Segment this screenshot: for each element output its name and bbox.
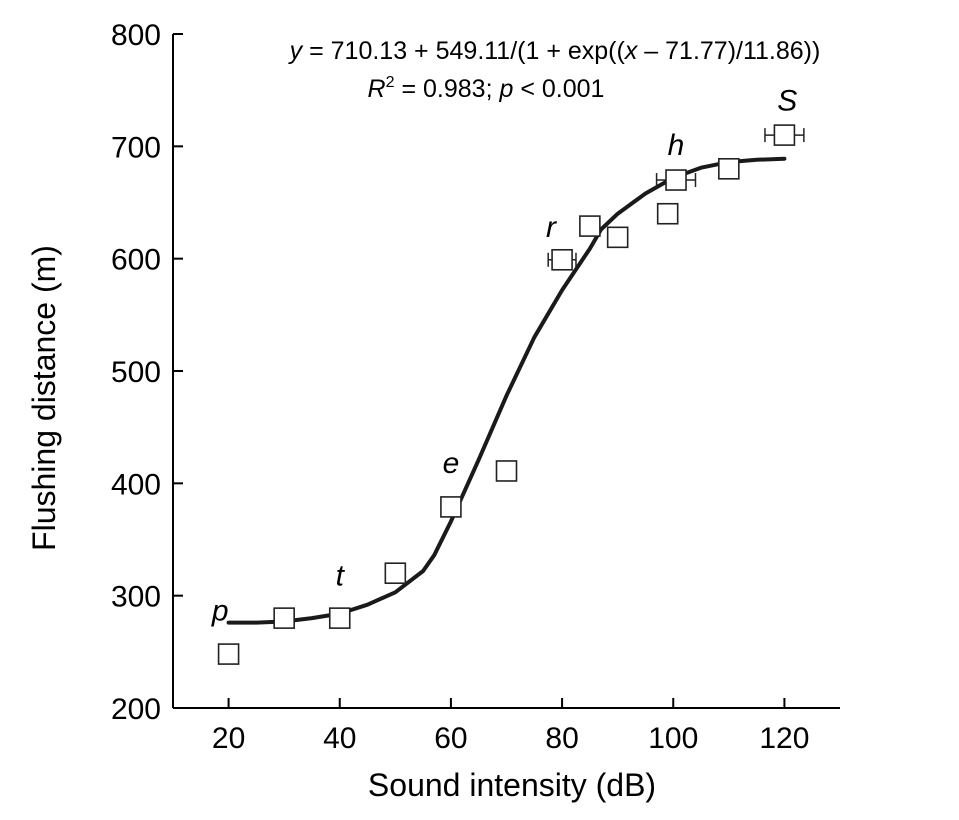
equation-x: x [624, 37, 639, 65]
equation-r: R [368, 75, 386, 103]
y-tick-label: 400 [111, 468, 161, 501]
x-tick-label: 40 [323, 722, 356, 755]
x-tick-label: 60 [434, 722, 467, 755]
axes [172, 34, 840, 709]
x-tick-label: 80 [545, 722, 578, 755]
points-layer [217, 124, 805, 665]
equation-y: y [288, 37, 304, 65]
x-axis-title: Sound intensity (dB) [368, 767, 656, 803]
x-tick-label: 20 [212, 722, 245, 755]
equation-line-2: R2 = 0.983; p < 0.001 [368, 74, 605, 103]
data-point [579, 215, 601, 237]
data-point [665, 169, 687, 191]
equation-stats-mid: = 0.983; [395, 75, 500, 103]
point-label: p [211, 594, 229, 627]
point-label: S [777, 84, 797, 117]
y-tick-label: 200 [111, 693, 161, 726]
y-tick-label: 500 [111, 356, 161, 389]
y-tick-label: 600 [111, 244, 161, 277]
equation-line-1: y = 710.13 + 549.11/(1 + exp((x – 71.77)… [288, 37, 821, 65]
data-point [273, 607, 295, 629]
ticks: 20 40 60 80 100 120 200 300 400 500 600 700 800 [111, 19, 810, 755]
x-tick-label: 100 [648, 722, 698, 755]
fit-curve-layer [226, 156, 787, 625]
equation-body-end: – 71.77)/11.86)) [637, 37, 820, 65]
y-tick-label: 700 [111, 131, 161, 164]
data-point [217, 643, 240, 665]
point-labels-layer: p t e r h S [211, 84, 797, 627]
data-point [606, 226, 629, 249]
data-point [440, 496, 462, 518]
equation-stats-end: < 0.001 [513, 75, 604, 103]
point-label: r [546, 211, 557, 244]
equation-p: p [498, 75, 513, 103]
data-point [718, 158, 740, 180]
fit-curve-line [226, 156, 787, 625]
data-point [384, 562, 407, 585]
y-tick-label: 300 [111, 581, 161, 614]
data-point [495, 460, 518, 482]
equation-r-superscript: 2 [386, 74, 395, 91]
y-tick-label: 800 [111, 19, 161, 52]
data-point [773, 124, 796, 146]
x-tick-label: 120 [759, 722, 809, 755]
point-label: h [668, 129, 685, 162]
data-point [328, 607, 351, 629]
data-point [656, 202, 679, 225]
equation-body-start: = 710.13 + 549.11/(1 + exp(( [302, 37, 625, 65]
point-label: t [336, 559, 346, 592]
data-point [551, 248, 573, 271]
point-label: e [443, 447, 460, 480]
y-axis-title: Flushing distance (m) [26, 245, 62, 551]
